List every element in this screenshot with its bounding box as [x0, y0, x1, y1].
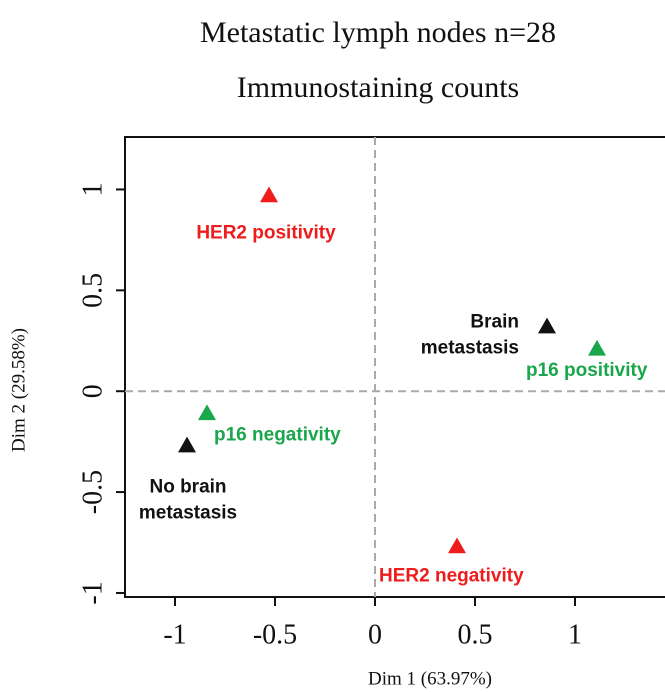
x-tick-label: 0: [368, 619, 382, 650]
chart-title: Metastatic lymph nodes n=28: [200, 16, 556, 49]
y-axis-label: Dim 2 (29.58%): [8, 328, 29, 452]
plot-frame: [124, 136, 665, 598]
point: [448, 537, 466, 554]
y-tick-label: -1: [77, 581, 108, 604]
point-label: p16 positivity: [526, 360, 648, 381]
x-tick-label: 0.5: [458, 619, 493, 650]
point-label: HER2 negativity: [379, 566, 524, 587]
point: [178, 436, 196, 453]
point: [588, 339, 606, 356]
point-label: metastasis: [421, 338, 519, 359]
x-axis-label: Dim 1 (63.97%): [368, 668, 492, 689]
point-label: p16 negativity: [214, 424, 341, 445]
point-label: Brain: [470, 312, 519, 333]
y-tick-label: -0.5: [77, 470, 108, 514]
point: [260, 186, 278, 203]
point: [538, 317, 556, 334]
point-label: metastasis: [139, 503, 237, 524]
x-tick-label: -1: [163, 619, 186, 650]
point: [198, 404, 216, 421]
y-tick-label: 1: [77, 182, 108, 196]
y-tick-label: 0.5: [77, 273, 108, 308]
y-tick-label: 0: [77, 384, 108, 398]
chart-subtitle: Immunostaining counts: [237, 71, 519, 104]
point-label: HER2 positivity: [196, 223, 336, 244]
x-tick-label: -0.5: [253, 619, 297, 650]
point-label: No brain: [149, 477, 226, 498]
x-tick-label: 1: [568, 619, 582, 650]
